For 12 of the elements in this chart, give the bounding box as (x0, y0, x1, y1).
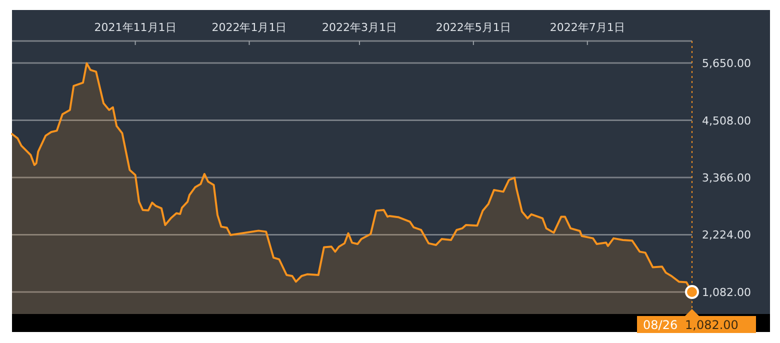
x-tick-label: 2022年7月1日 (550, 21, 625, 34)
y-tick-label: 3,366.00 (702, 172, 751, 184)
y-tick-label: 1,082.00 (702, 286, 751, 299)
y-tick-label: 5,650.00 (702, 57, 751, 70)
x-tick-label: 2021年11月1日 (94, 21, 176, 34)
x-tick-label: 2022年3月1日 (322, 21, 397, 34)
x-tick-label: 2022年5月1日 (436, 21, 511, 34)
x-tick-label: 2022年1月1日 (212, 21, 287, 34)
annotation: 08/26 (643, 318, 678, 332)
y-tick-label: 2,224.00 (702, 228, 751, 242)
y-tick-label: 4,508.00 (702, 114, 751, 128)
annotation: 1,082.00 (685, 318, 738, 332)
